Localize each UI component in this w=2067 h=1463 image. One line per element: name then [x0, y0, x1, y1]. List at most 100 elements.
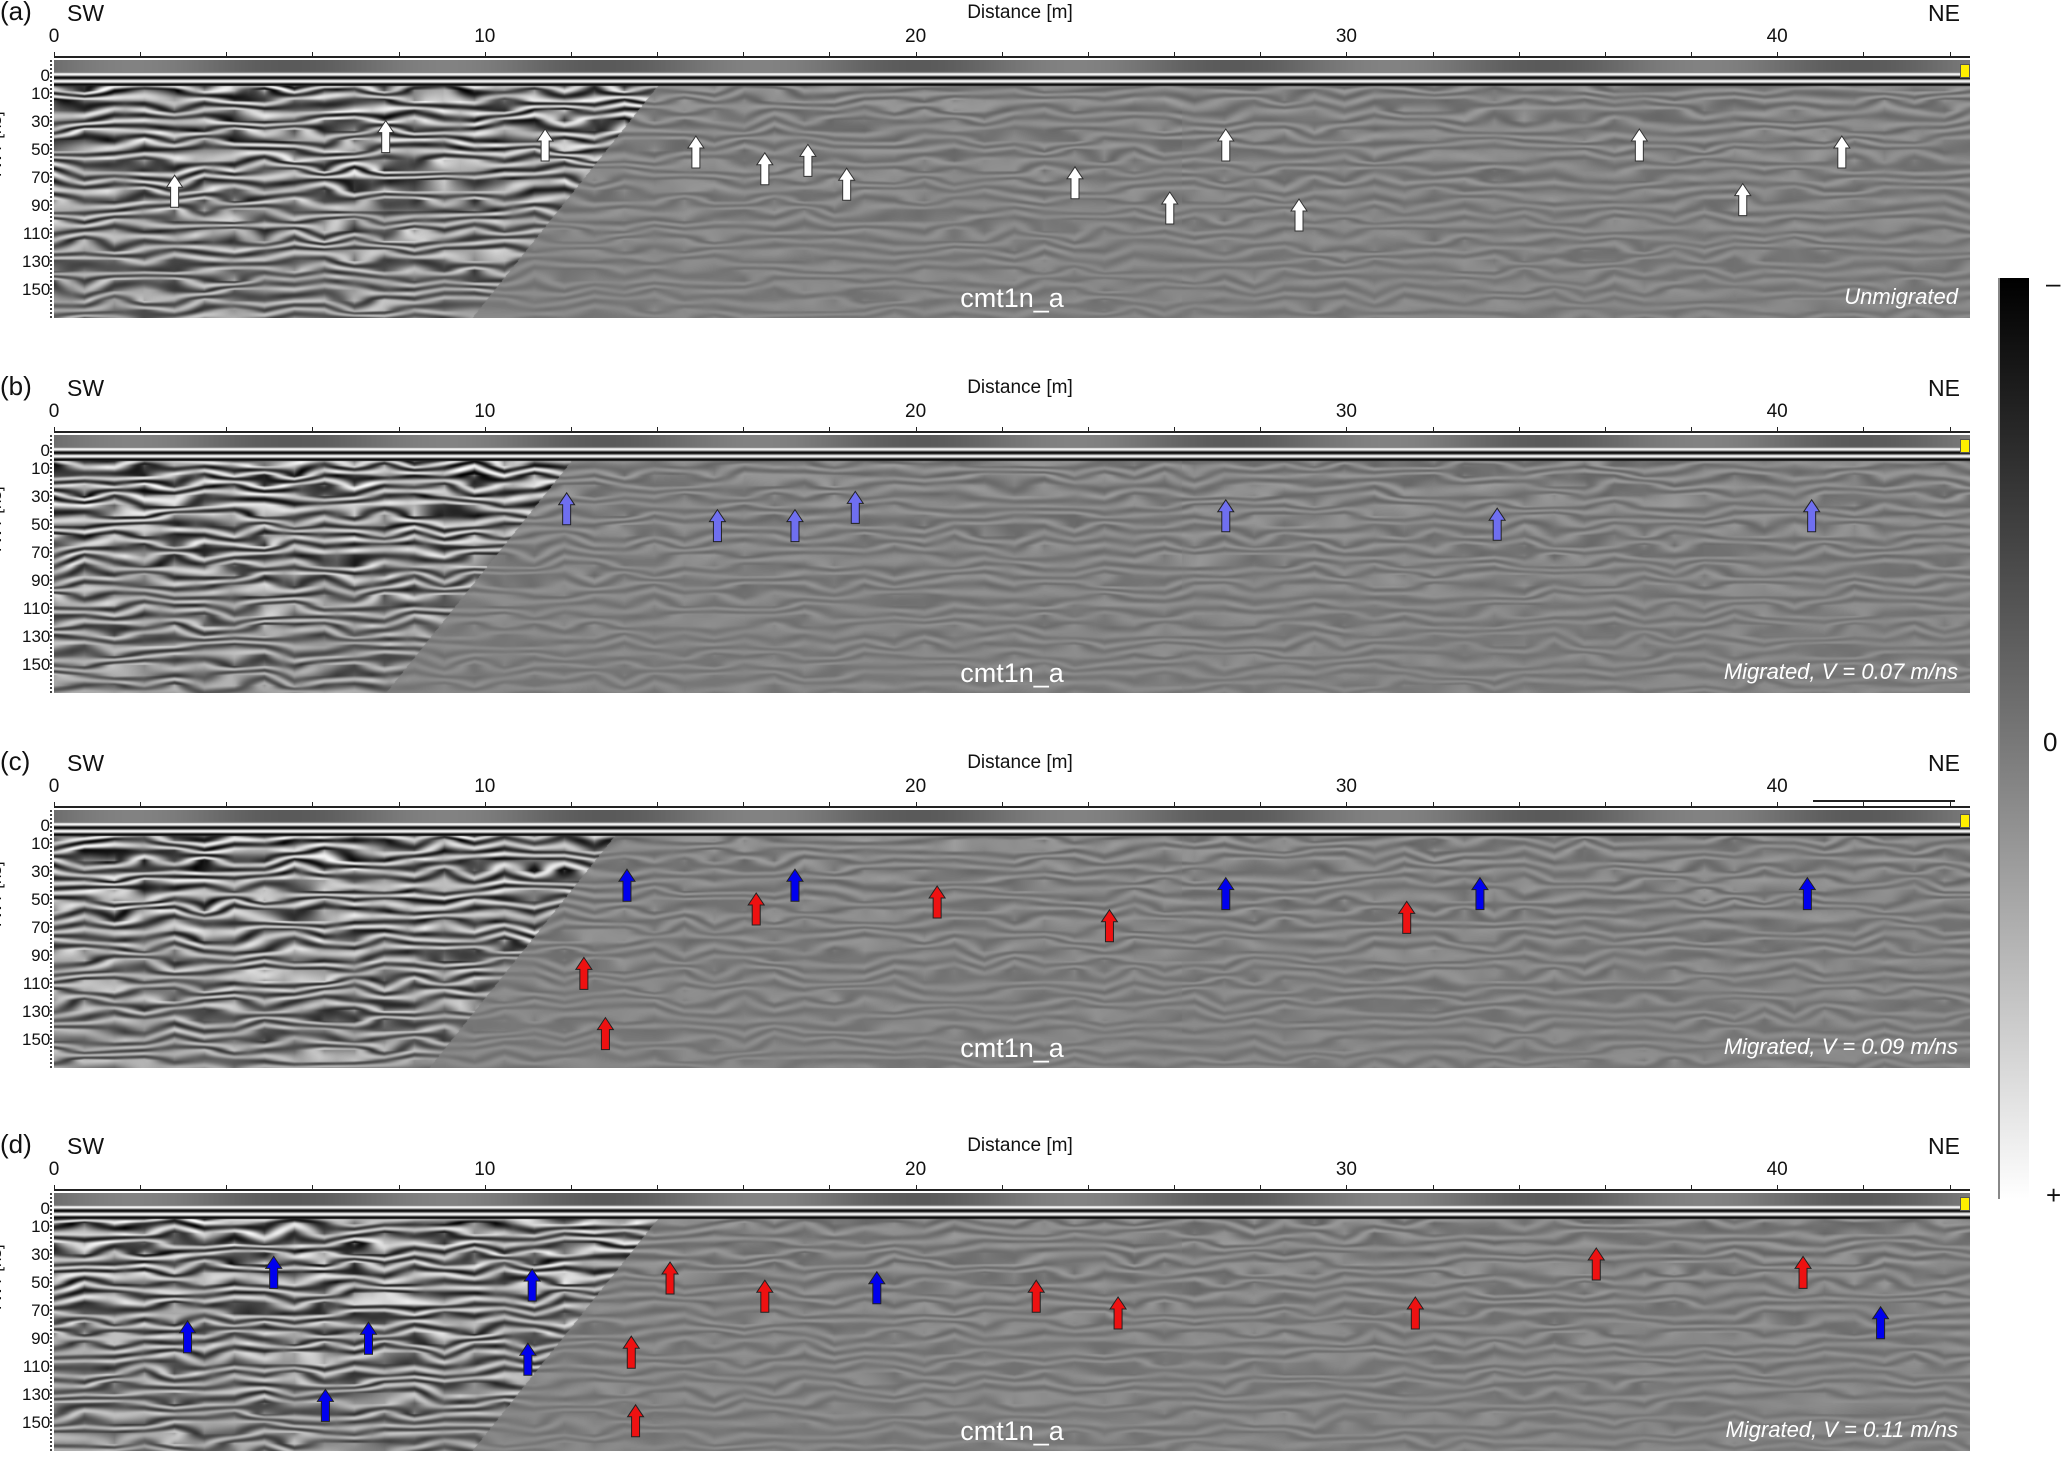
red-arrow-marker — [1587, 1247, 1606, 1281]
x-minor-tick — [1087, 52, 1089, 57]
y-tick-label: 0 — [40, 66, 50, 85]
white-arrow-marker — [1160, 191, 1179, 225]
red-arrow-marker — [1794, 1255, 1812, 1289]
x-minor-tick — [1949, 427, 1951, 432]
x-minor-tick — [226, 427, 228, 432]
red-arrow-marker — [661, 1261, 679, 1295]
x-tick-label: 40 — [1766, 26, 1788, 47]
x-tick-label: 10 — [474, 26, 496, 47]
white-arrow-marker — [536, 128, 555, 162]
x-minor-tick — [1518, 427, 1520, 432]
white-arrow-marker — [1630, 128, 1649, 162]
white-arrow-marker — [165, 174, 184, 208]
x-minor-tick — [54, 1185, 55, 1190]
x-tick-label: 20 — [905, 1159, 927, 1180]
red-arrow-marker — [1397, 900, 1416, 934]
blue-arrow-marker — [518, 1342, 537, 1376]
light-blue-arrow-marker — [786, 508, 804, 543]
x-minor-tick — [1863, 427, 1865, 432]
y-tick-label: 0 — [40, 1199, 50, 1218]
panel-label: (c) — [0, 746, 31, 776]
blue-arrow-marker — [1798, 876, 1817, 911]
y-tick-label: 90 — [31, 1329, 50, 1348]
x-minor-tick — [1863, 802, 1865, 807]
red-arrow-marker — [596, 1016, 615, 1051]
x-minor-tick — [226, 802, 228, 807]
y-tick-label: 10 — [31, 84, 50, 103]
x-minor-tick — [1777, 52, 1779, 57]
x-minor-tick — [1260, 802, 1262, 807]
end-marker — [1960, 1197, 1970, 1211]
arrow-layer — [178, 1247, 1890, 1438]
light-blue-arrow-marker — [708, 508, 727, 543]
x-tick-label: 30 — [1335, 26, 1357, 47]
y-tick-label: 130 — [22, 1385, 51, 1404]
x-tick-label: 20 — [905, 26, 927, 47]
blue-arrow-marker — [264, 1255, 283, 1289]
x-tick-label: 40 — [1766, 1159, 1788, 1180]
white-arrow-marker — [798, 143, 817, 177]
x-minor-tick — [398, 1185, 400, 1190]
y-tick-label: 70 — [31, 1301, 50, 1320]
radargram-panel: (a) SW NE Distance [m] 0 10 20 30 40 0 10 30 50 7… — [0, 0, 1990, 330]
radargram-panel: (c) SW NE Distance [m] 0 10 20 30 40 0 10 30 50 7… — [0, 746, 1990, 1080]
x-minor-tick — [484, 1185, 486, 1190]
x-minor-tick — [915, 427, 917, 432]
x-minor-tick — [54, 802, 55, 807]
y-tick-label: 150 — [22, 1030, 51, 1049]
x-minor-tick — [1260, 427, 1262, 432]
y-axis-line — [50, 60, 53, 318]
red-arrow-marker — [1027, 1279, 1046, 1313]
x-minor-tick — [657, 52, 659, 57]
line-name: cmt1n_a — [960, 658, 1064, 688]
x-minor-tick — [1346, 802, 1348, 807]
end-marker — [1960, 814, 1970, 828]
panel-label: (a) — [0, 0, 32, 26]
x-minor-tick — [570, 427, 572, 432]
x-minor-tick — [829, 1185, 831, 1190]
x-minor-tick — [140, 427, 142, 432]
x-minor-tick — [1260, 1185, 1262, 1190]
x-minor-tick — [1949, 52, 1951, 57]
panel-label: (d) — [0, 1129, 32, 1159]
blue-arrow-marker — [178, 1319, 197, 1354]
x-minor-tick — [1432, 802, 1434, 807]
blue-arrow-marker — [1471, 876, 1489, 911]
x-minor-tick — [1432, 1185, 1434, 1190]
x-minor-tick — [312, 52, 314, 57]
line-name: cmt1n_a — [960, 1416, 1064, 1446]
radargram-image — [54, 435, 1970, 693]
direction-right: NE — [1928, 375, 1960, 401]
x-minor-tick — [484, 802, 486, 807]
direction-left: SW — [67, 1133, 105, 1159]
x-minor-tick — [1432, 52, 1434, 57]
x-minor-tick — [1346, 1185, 1348, 1190]
x-axis-title: Distance [m] — [967, 377, 1073, 398]
red-arrow-marker — [622, 1335, 641, 1369]
x-minor-tick — [1604, 52, 1606, 57]
end-marker — [1960, 64, 1970, 78]
white-arrow-marker — [686, 135, 705, 169]
y-tick-label: 30 — [31, 1245, 50, 1264]
x-minor-tick — [1604, 427, 1606, 432]
arrow-layer — [557, 490, 1821, 543]
x-minor-tick — [54, 52, 55, 57]
line-name: cmt1n_a — [960, 283, 1064, 313]
x-minor-tick — [1174, 1185, 1176, 1190]
x-minor-tick — [1001, 1185, 1003, 1190]
amplitude-colorbar — [1998, 278, 2029, 1199]
radargram-image — [54, 60, 1970, 318]
x-minor-tick — [1087, 427, 1089, 432]
y-tick-label: 10 — [31, 1217, 50, 1236]
x-minor-tick — [1432, 427, 1434, 432]
x-minor-tick — [829, 427, 831, 432]
direction-left: SW — [67, 375, 105, 401]
x-minor-tick — [398, 427, 400, 432]
x-minor-tick — [1949, 1185, 1951, 1190]
y-tick-label: 130 — [22, 627, 51, 646]
x-axis-line — [54, 431, 1970, 433]
blue-arrow-marker — [618, 868, 636, 902]
light-blue-arrow-marker — [1216, 498, 1235, 533]
processing-label: Unmigrated — [1844, 284, 1958, 309]
y-tick-label: 30 — [31, 487, 50, 506]
